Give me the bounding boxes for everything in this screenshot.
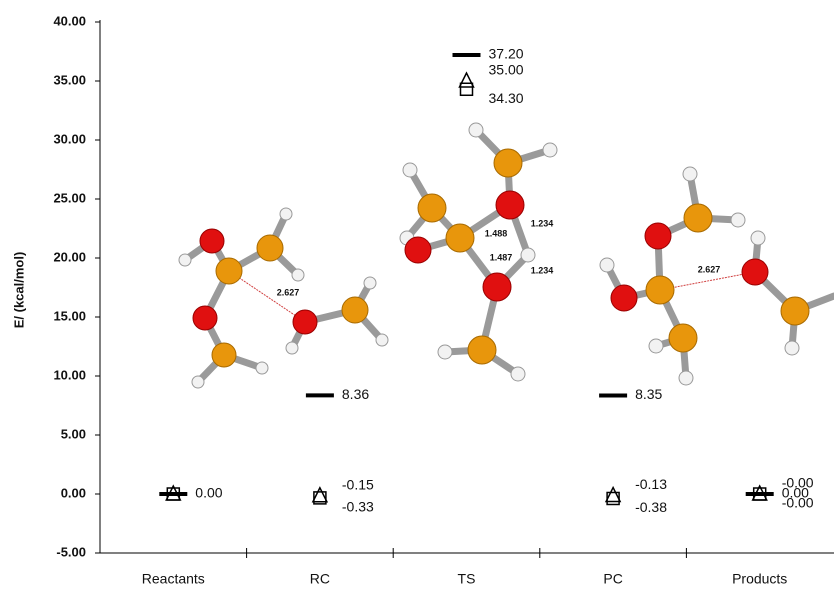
y-axis-title: E/ (kcal/mol) (11, 252, 26, 329)
bond-label: 1.234 (531, 218, 554, 228)
y-tick-label: -5.00 (56, 544, 86, 559)
x-tick-label: PC (603, 571, 622, 587)
bond-label: 2.627 (698, 264, 721, 274)
x-tick-label: TS (458, 571, 476, 587)
bond-label: 1.488 (485, 228, 508, 238)
y-tick-label: 15.00 (53, 308, 86, 323)
value-label: 34.30 (489, 90, 524, 106)
x-tick-label: RC (310, 571, 330, 587)
x-tick-label: Reactants (142, 571, 205, 587)
value-label: -0.13 (635, 476, 667, 492)
triangle-marker (460, 73, 474, 87)
triangle-marker (313, 488, 327, 502)
value-label: 8.36 (342, 386, 369, 402)
value-label: -0.00 (782, 495, 814, 511)
y-tick-label: 35.00 (53, 72, 86, 87)
value-label: -0.00 (782, 475, 814, 491)
value-label: 0.00 (195, 485, 222, 501)
square-marker (461, 83, 473, 95)
y-tick-label: 5.00 (61, 426, 86, 441)
value-label: -0.15 (342, 476, 374, 492)
y-tick-label: 0.00 (61, 485, 86, 500)
molecule-rc (179, 208, 388, 388)
molecule-ts (400, 123, 557, 381)
y-tick-label: 10.00 (53, 367, 86, 382)
y-tick-label: 40.00 (53, 13, 86, 28)
y-tick-label: 30.00 (53, 131, 86, 146)
molecule-pc (600, 167, 834, 385)
bond-label: 1.487 (490, 252, 513, 262)
value-label: 37.20 (489, 46, 524, 62)
y-tick-label: 25.00 (53, 190, 86, 205)
value-label: 8.35 (635, 386, 662, 402)
y-tick-label: 20.00 (53, 249, 86, 264)
bond-label: 1.234 (531, 265, 554, 275)
value-label: -0.38 (635, 499, 667, 515)
chart: 2.627 1.488 1.487 1.234 1.234 2.627 E/ (… (0, 0, 834, 590)
value-label: -0.33 (342, 499, 374, 515)
x-tick-label: Products (732, 571, 787, 587)
bond-label: 2.627 (277, 287, 300, 297)
triangle-marker (606, 488, 620, 502)
value-label: 35.00 (489, 62, 524, 78)
